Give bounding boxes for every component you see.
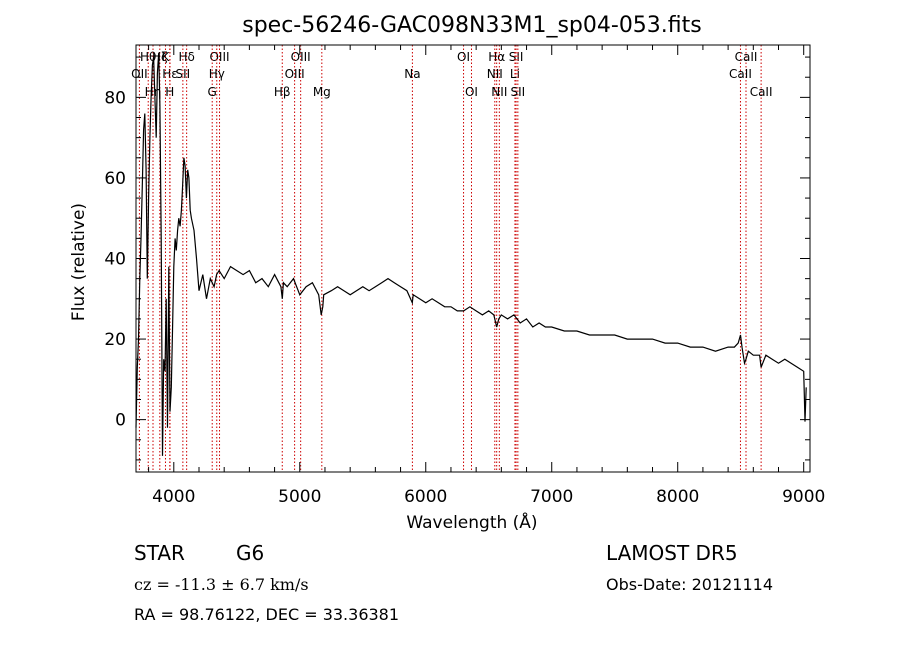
y-tick-label: 40 — [104, 250, 126, 270]
y-tick-label: 60 — [104, 169, 126, 189]
line-marker-label: OIII — [291, 50, 311, 64]
line-marker-label: OIII — [209, 50, 229, 64]
line-marker-label: Hη — [145, 85, 162, 99]
line-marker-label: Hδ — [178, 50, 194, 64]
line-marker-label: OIII — [285, 67, 305, 81]
line-marker-label: SII — [510, 85, 525, 99]
line-marker-label: G — [208, 85, 217, 99]
x-tick-label: 8000 — [656, 487, 699, 507]
line-marker-label: K — [162, 50, 171, 64]
x-tick-label: 5000 — [278, 487, 321, 507]
coordinates: RA = 98.76122, DEC = 33.36381 — [134, 605, 399, 624]
spectrum-line — [135, 53, 807, 456]
object-class: STAR — [134, 541, 185, 565]
x-tick-label: 7000 — [530, 487, 573, 507]
object-subclass: G6 — [236, 541, 264, 565]
line-marker-label: NII — [491, 85, 507, 99]
x-axis-label: Wavelength (Å) — [406, 511, 537, 533]
y-axis-ticks: 0 20 40 60 80 — [104, 56, 810, 461]
x-axis-ticks: 4000 5000 6000 7000 8000 9000 — [148, 45, 825, 507]
y-axis-label: Flux (relative) — [69, 203, 89, 321]
line-marker-label: Hα — [488, 50, 505, 64]
y-tick-label: 20 — [104, 330, 126, 350]
chart-title: spec-56246-GAC098N33M1_sp04-053.fits — [242, 13, 702, 38]
redshift-cz: cz = -11.3 ± 6.7 km/s — [134, 575, 309, 594]
line-marker-label: OI — [457, 50, 470, 64]
line-marker-label: Mg — [313, 85, 331, 99]
obs-date: Obs-Date: 20121114 — [606, 575, 773, 594]
y-tick-label: 80 — [104, 88, 126, 108]
line-marker-label: NII — [487, 67, 503, 81]
line-marker-label: Hζ — [152, 50, 168, 64]
line-marker-label: CaII — [750, 85, 773, 99]
line-marker-label: H — [165, 85, 174, 99]
line-marker-label: Hβ — [274, 85, 291, 99]
line-marker-label: OII — [131, 67, 148, 81]
line-marker-label: Hγ — [209, 67, 225, 81]
line-marker-label: SII — [509, 50, 524, 64]
survey-name: LAMOST DR5 — [606, 541, 738, 565]
x-tick-label: 9000 — [782, 487, 825, 507]
line-marker-label: Li — [510, 67, 520, 81]
line-marker-label: SII — [176, 67, 191, 81]
x-tick-label: 6000 — [404, 487, 447, 507]
plot-frame — [135, 44, 811, 473]
x-tick-label: 4000 — [152, 487, 195, 507]
line-marker-label: Hθ — [140, 50, 156, 64]
line-marker-label: CaII — [729, 67, 752, 81]
line-marker-label: Na — [404, 67, 420, 81]
y-tick-label: 0 — [115, 411, 126, 431]
line-marker-label: CaII — [735, 50, 758, 64]
line-marker-label: OI — [465, 85, 478, 99]
